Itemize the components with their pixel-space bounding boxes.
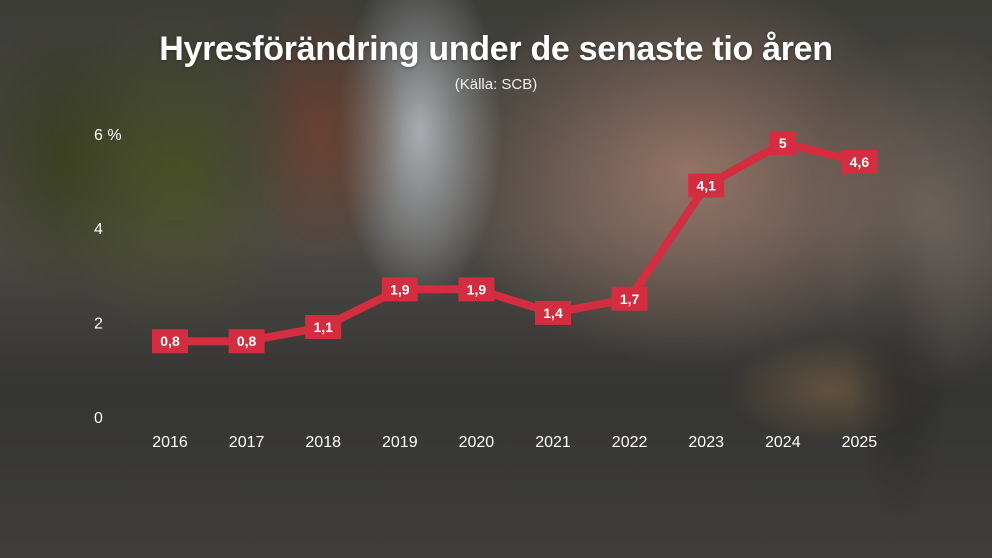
data-point-box — [228, 329, 265, 354]
series-line — [170, 138, 861, 346]
data-labels: 0,8 0,8 1,1 1,9 1,9 1,4 1,7 4,1 5 4,6 — [152, 131, 878, 354]
data-point: 4,1 — [688, 173, 725, 198]
data-point: 0,8 — [228, 329, 265, 354]
y-tick-label: 4 — [94, 221, 103, 238]
x-tick-label: 2018 — [305, 434, 341, 451]
y-tick-label: 0 — [94, 410, 103, 427]
y-tick-label: 6 % — [94, 127, 122, 144]
chart-subtitle-text: (Källa: SCB) — [454, 76, 538, 93]
x-tick-label: 2019 — [382, 434, 418, 451]
data-point-box — [841, 149, 878, 174]
x-tick-label: 2024 — [765, 434, 801, 451]
data-point: 0,8 — [152, 329, 188, 354]
data-label: 5 — [779, 135, 787, 151]
data-label: 1,9 — [467, 281, 487, 297]
data-point-box — [611, 286, 648, 311]
data-label: 1,9 — [390, 281, 410, 297]
data-point: 1,1 — [305, 315, 342, 340]
y-axis: 0 2 4 6 % — [94, 127, 122, 427]
data-point: 1,4 — [535, 300, 571, 325]
chart-subtitle: (Källa: SCB) — [0, 76, 992, 93]
x-axis: 2016 2017 2018 2019 2020 2021 2022 2023 2024 2025 — [152, 434, 877, 451]
x-tick-label: 2023 — [688, 434, 724, 451]
chart-title: Hyresförändring under de senaste tio åre… — [159, 30, 833, 68]
series-rent-change — [170, 138, 861, 346]
data-label: 4,1 — [696, 177, 716, 193]
data-point-box — [769, 131, 796, 155]
data-point-box — [458, 277, 495, 302]
x-tick-label: 2021 — [535, 434, 571, 451]
x-tick-label: 2017 — [229, 434, 265, 451]
x-tick-label: 2025 — [842, 434, 878, 451]
data-label: 1,4 — [543, 305, 563, 321]
x-tick-label: 2016 — [152, 434, 188, 451]
data-point-box — [381, 277, 418, 302]
x-tick-label: 2020 — [459, 434, 495, 451]
data-point-box — [688, 173, 725, 198]
x-tick-label: 2022 — [612, 434, 648, 451]
data-point: 5 — [769, 131, 796, 155]
data-point: 4,6 — [841, 149, 878, 174]
data-point-box — [152, 329, 188, 354]
data-point: 1,9 — [381, 277, 418, 302]
data-point: 1,7 — [611, 286, 648, 311]
data-label: 0,8 — [160, 333, 180, 349]
data-point: 1,9 — [458, 277, 495, 302]
data-label: 4,6 — [850, 154, 870, 170]
data-point-box — [535, 300, 571, 325]
y-tick-label: 2 — [94, 316, 103, 333]
data-label: 1,7 — [620, 291, 640, 307]
data-label: 1,1 — [313, 319, 333, 335]
data-point-box — [305, 315, 342, 340]
data-label: 0,8 — [237, 333, 257, 349]
